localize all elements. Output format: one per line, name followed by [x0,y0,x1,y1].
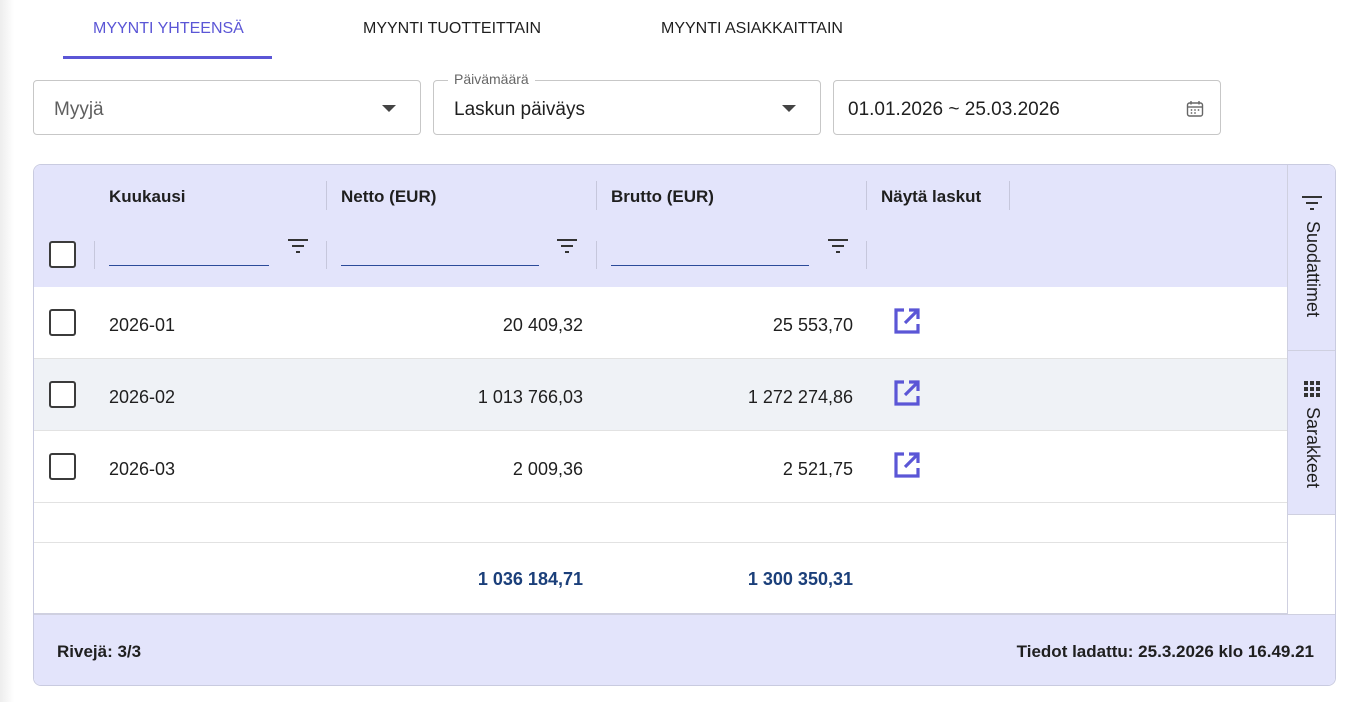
row-checkbox[interactable] [49,453,76,480]
column-separator[interactable] [326,181,327,210]
cell-net: 2 009,36 [512,459,583,479]
column-separator [596,241,597,269]
caret-down-icon [782,105,796,112]
cell-gross: 25 553,70 [772,315,853,335]
column-header-net[interactable]: Netto (EUR) [341,187,437,206]
row-checkbox[interactable] [49,309,76,336]
date-type-select[interactable]: Päivämäärä Laskun päiväys [433,71,821,135]
cell-month: 2026-03 [109,459,176,479]
cell-month: 2026-02 [109,387,176,407]
column-separator [866,241,867,269]
row-checkbox[interactable] [49,381,76,408]
cell-gross: 1 272 274,86 [747,387,853,407]
column-separator [326,241,327,269]
active-tab-indicator [63,56,272,59]
total-gross: 1 300 350,31 [747,569,853,589]
column-separator [94,241,95,269]
date-type-legend: Päivämäärä [448,71,535,87]
column-header-month[interactable]: Kuukausi [109,187,186,206]
columns-panel-label: Sarakkeet [1303,407,1323,489]
column-separator[interactable] [596,181,597,210]
sales-grid: Kuukausi Netto (EUR) Brutto (EUR) Näytä … [33,164,1336,686]
grid-footer: Rivejä: 3/3 Tiedot ladattu: 25.3.2026 kl… [34,614,1335,685]
data-loaded-timestamp: Tiedot ladattu: 25.3.2026 klo 16.49.21 [1016,642,1314,661]
open-in-new-icon[interactable] [891,305,923,337]
filters-panel-button[interactable]: Suodattimet [1288,165,1335,351]
date-range-value: 01.01.2026 ~ 25.03.2026 [848,99,1060,120]
filter-icon[interactable] [557,238,577,254]
filters-panel-label: Suodattimet [1303,221,1323,318]
column-header-show-invoices[interactable]: Näytä laskut [881,187,982,206]
filter-icon[interactable] [828,238,848,254]
cell-net: 1 013 766,03 [477,387,583,407]
calendar-icon[interactable] [1186,100,1204,118]
row-count: Rivejä: 3/3 [57,642,142,661]
tab-sales-by-product[interactable]: MYYNTI TUOTTEITTAIN [363,20,542,37]
left-edge-shade [0,0,14,702]
cell-month: 2026-01 [109,315,176,335]
date-range-picker[interactable]: 01.01.2026 ~ 25.03.2026 [833,80,1221,135]
table-row[interactable]: 2026-02 1 013 766,03 1 272 274,86 [34,359,1287,431]
grid-header: Kuukausi Netto (EUR) Brutto (EUR) Näytä … [34,165,1287,287]
tab-sales-by-customer[interactable]: MYYNTI ASIAKKAITTAIN [661,20,843,37]
seller-select[interactable]: Myyjä [33,80,421,135]
date-type-value: Laskun päiväys [454,99,585,120]
total-net: 1 036 184,71 [477,569,583,589]
filter-icon [1302,196,1322,210]
column-separator[interactable] [1009,181,1010,210]
columns-panel-button[interactable]: Sarakkeet [1288,351,1335,515]
table-row[interactable]: 2026-03 2 009,36 2 521,75 [34,431,1287,503]
side-panel: Suodattimet Sarakkeet [1287,165,1335,614]
tab-sales-total[interactable]: MYYNTI YHTEENSÄ [93,20,244,37]
open-in-new-icon[interactable] [891,449,923,481]
column-separator[interactable] [866,181,867,210]
seller-select-placeholder: Myyjä [54,99,104,120]
gross-filter-input[interactable] [611,235,809,266]
cell-net: 20 409,32 [502,315,583,335]
table-row[interactable]: 2026-01 20 409,32 25 553,70 [34,287,1287,359]
select-all-checkbox[interactable] [49,241,76,268]
grid-icon [1304,381,1320,397]
open-in-new-icon[interactable] [891,377,923,409]
caret-down-icon [382,105,396,112]
filter-icon[interactable] [288,238,308,254]
totals-row: 1 036 184,71 1 300 350,31 [34,542,1287,614]
net-filter-input[interactable] [341,235,539,266]
month-filter-input[interactable] [109,235,269,266]
column-header-gross[interactable]: Brutto (EUR) [611,187,714,206]
cell-gross: 2 521,75 [782,459,853,479]
